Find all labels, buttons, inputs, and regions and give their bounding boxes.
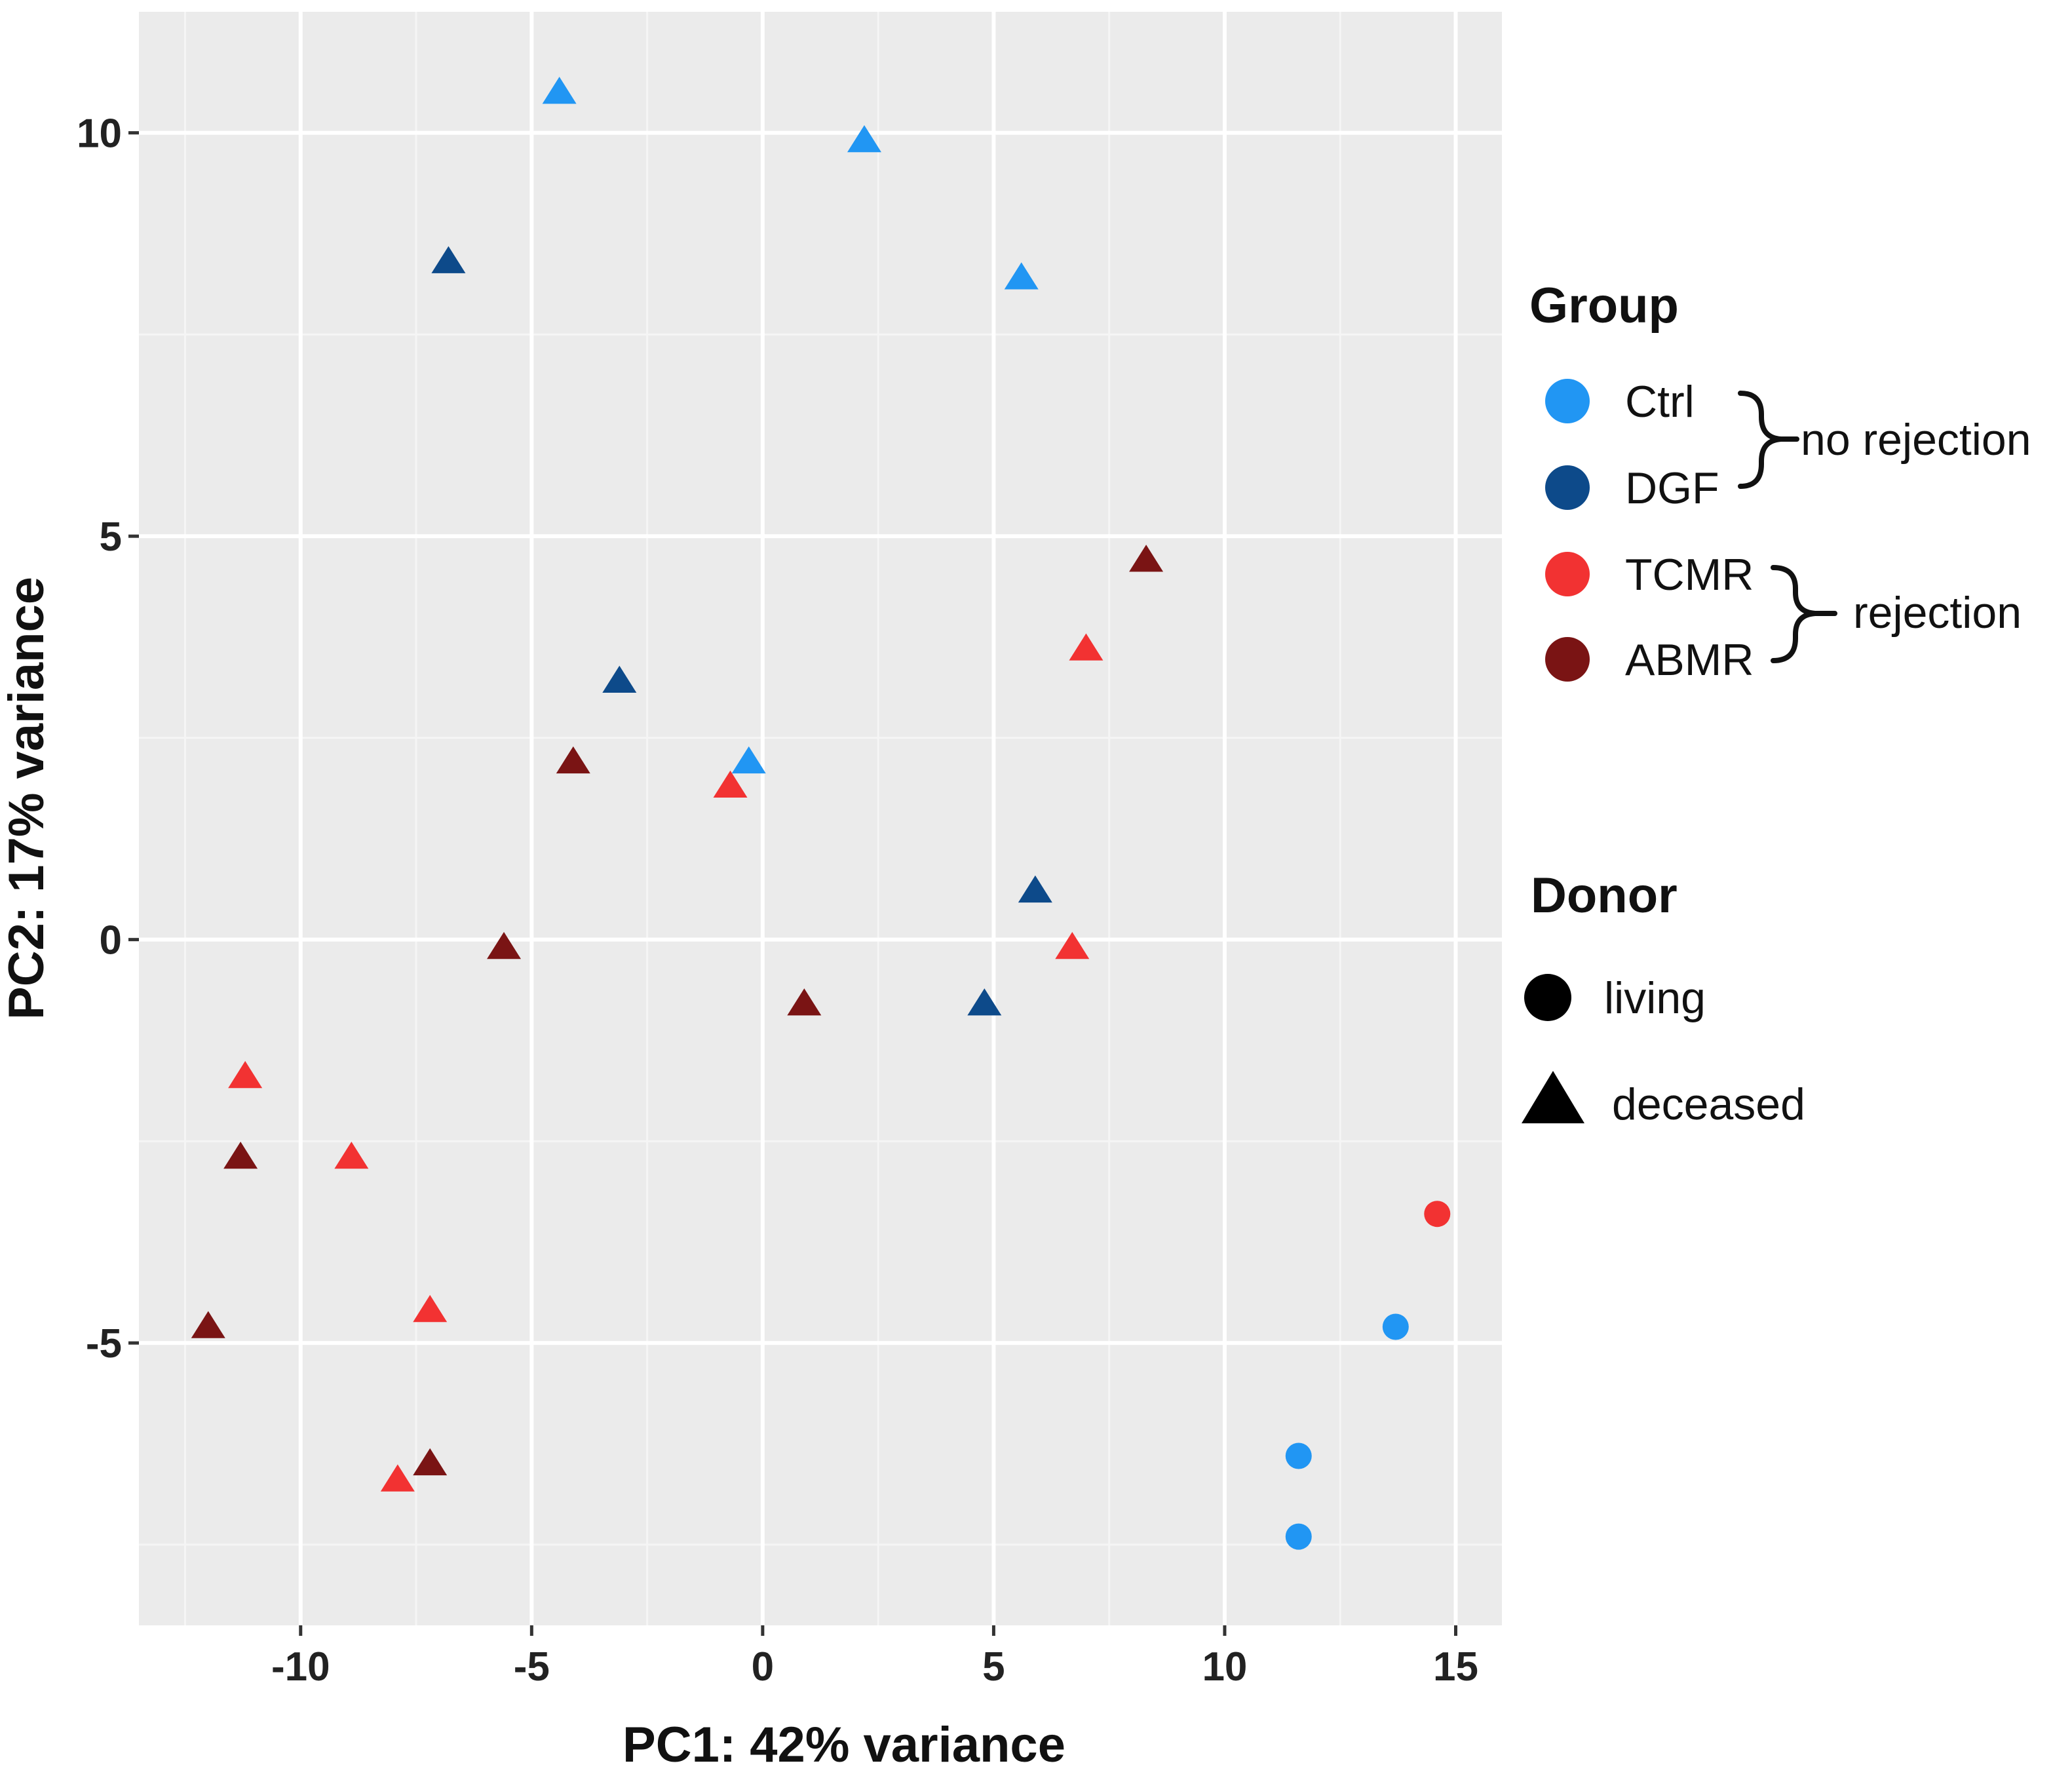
point-tcmr-deceased <box>1055 931 1090 959</box>
point-tcmr-deceased <box>334 1142 369 1169</box>
point-abmr-deceased <box>413 1448 448 1476</box>
point-abmr-deceased <box>487 931 522 959</box>
point-abmr-deceased <box>191 1311 225 1338</box>
point-ctrl-living <box>1382 1313 1409 1340</box>
rejection-brace <box>1771 565 1837 663</box>
point-ctrl-deceased <box>731 746 766 774</box>
x-axis-title: PC1: 42% variance <box>623 1717 1065 1773</box>
point-ctrl-living <box>1285 1523 1312 1550</box>
point-dgf-deceased <box>431 246 466 273</box>
legend-abmr-label: ABMR <box>1625 635 1754 685</box>
legend-abmr-swatch <box>1545 637 1590 682</box>
legend-ctrl-label: Ctrl <box>1625 377 1695 427</box>
point-ctrl-deceased <box>847 125 881 153</box>
no-rejection-label: no rejection <box>1801 415 2031 465</box>
point-ctrl-deceased <box>1004 262 1039 290</box>
point-tcmr-deceased <box>228 1060 263 1089</box>
legend-deceased-swatch <box>1522 1071 1584 1123</box>
point-dgf-deceased <box>602 665 637 693</box>
legend-group-title: Group <box>1529 278 1679 334</box>
major-gridlines <box>139 12 1502 1625</box>
x-tick-label: 10 <box>1202 1644 1247 1690</box>
legend-dgf-swatch <box>1545 465 1590 510</box>
point-tcmr-deceased <box>1069 633 1103 661</box>
data-points <box>191 77 1451 1550</box>
point-abmr-deceased <box>787 988 822 1016</box>
rejection-label: rejection <box>1853 588 2022 638</box>
axis-ticks: -10 -5 0 5 10 15 -5 0 5 10 <box>77 111 1478 1690</box>
legend-tcmr-label: TCMR <box>1625 550 1754 600</box>
no-rejection-brace <box>1738 391 1799 489</box>
x-tick-label: 0 <box>752 1644 774 1690</box>
legend-tcmr-swatch <box>1545 552 1590 596</box>
point-ctrl-living <box>1285 1442 1312 1469</box>
legend-living-swatch <box>1524 974 1571 1021</box>
y-tick-label: -5 <box>86 1321 122 1366</box>
y-tick-label: 10 <box>77 111 122 157</box>
y-tick-label: 5 <box>100 514 122 560</box>
minor-gridlines <box>139 12 1502 1625</box>
y-axis-title: PC2: 17% variance <box>0 577 54 1020</box>
point-ctrl-deceased <box>542 77 577 104</box>
legend-donor-title: Donor <box>1531 868 1678 923</box>
plot-panel <box>139 12 1502 1625</box>
x-tick-label: 5 <box>982 1644 1005 1690</box>
legend-ctrl-swatch <box>1545 379 1590 423</box>
point-tcmr-deceased <box>713 770 748 798</box>
point-dgf-deceased <box>967 988 1002 1016</box>
y-tick-label: 0 <box>100 918 122 963</box>
point-abmr-deceased <box>1129 545 1164 572</box>
legend-living-label: living <box>1604 973 1706 1023</box>
point-tcmr-living <box>1424 1201 1451 1228</box>
legend-deceased-label: deceased <box>1612 1079 1805 1129</box>
point-tcmr-deceased <box>380 1464 415 1492</box>
x-tick-label: 15 <box>1433 1644 1478 1690</box>
point-dgf-deceased <box>1018 875 1052 903</box>
x-tick-label: -5 <box>514 1644 550 1690</box>
x-tick-label: -10 <box>271 1644 330 1690</box>
point-abmr-deceased <box>556 746 590 774</box>
point-abmr-deceased <box>223 1142 258 1169</box>
legend: Group Ctrl DGF TCMR ABMR no rejection re… <box>1522 278 2031 1129</box>
point-tcmr-deceased <box>413 1294 448 1323</box>
legend-dgf-label: DGF <box>1625 463 1719 513</box>
